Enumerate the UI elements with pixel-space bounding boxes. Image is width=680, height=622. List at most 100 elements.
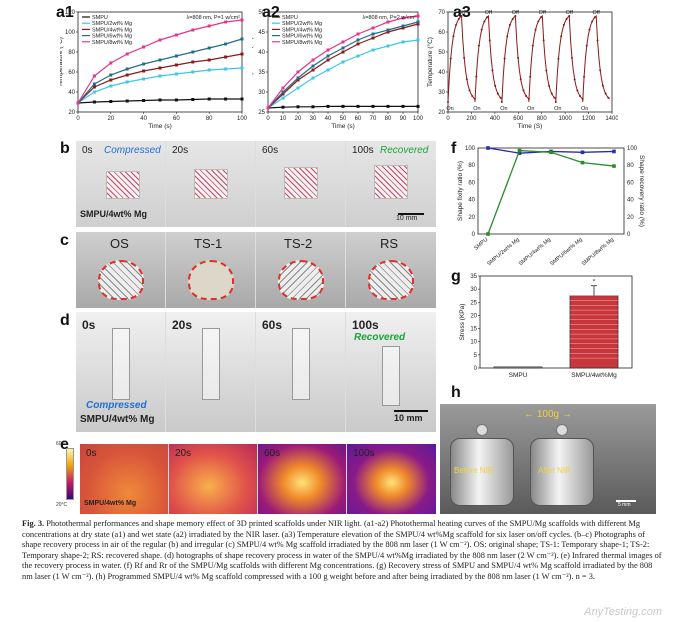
data-point xyxy=(92,100,96,104)
on-label: On xyxy=(473,106,480,112)
data-point xyxy=(341,50,345,54)
photo-h-scale-label: 5 mm xyxy=(618,502,631,508)
data-point xyxy=(488,39,491,42)
x-tick-label: 100 xyxy=(237,116,248,122)
photo-panel-b: 0s Compressed SMPU/4wt% Mg 20s 60s 100s … xyxy=(76,141,436,227)
legend-entry: SMPU/2wt% Mg xyxy=(282,21,322,27)
data-point xyxy=(296,78,300,82)
photo-d-compressed-label: Compressed xyxy=(86,400,147,411)
x-tick-label: 50 xyxy=(340,116,347,122)
y-axis-label-right: Shape recovery ratio (%) xyxy=(638,155,645,227)
data-point xyxy=(386,44,390,48)
data-point xyxy=(508,23,511,26)
data-point xyxy=(158,58,162,62)
x-tick-label: 1400 xyxy=(605,116,618,122)
x-axis-label: Time (s) xyxy=(331,123,355,130)
data-point xyxy=(579,95,582,98)
chart-g: 0 5 10 15 20 25 30 35 Stress (KPa) SMPU * SMPU/4wt%… xyxy=(459,274,633,379)
photo-d-tile-4: 100s Recovered 10 mm xyxy=(346,312,436,432)
data-point xyxy=(401,26,405,30)
data-point xyxy=(483,20,486,23)
data-point xyxy=(471,95,474,98)
x-tick-label: 20 xyxy=(295,116,302,122)
legend-entry: SMPU/8wt% Mg xyxy=(92,40,132,46)
photo-e-tile-1: 0s SMPU/4wt% Mg xyxy=(80,444,169,514)
photo-c-label-2: TS-1 xyxy=(194,236,223,251)
chart-annotation: λ=808 nm, P=2 w/cm² xyxy=(363,15,417,21)
photo-b-tile-4: 100s Recovered 10 mm xyxy=(346,141,436,227)
data-point xyxy=(109,84,113,88)
legend-entry: SMPU/6wt% Mg xyxy=(92,34,132,40)
off-label: Off xyxy=(485,10,493,16)
data-point xyxy=(591,20,594,23)
photo-e-time-1: 0s xyxy=(86,448,97,459)
data-point xyxy=(486,232,490,236)
photo-e-sample-label: SMPU/4wt% Mg xyxy=(84,500,137,507)
x-category-label: SMPU/6wt% Mg xyxy=(549,237,584,266)
x-tick-label: 60 xyxy=(355,116,362,122)
significance-mark: * xyxy=(593,279,596,286)
data-point xyxy=(125,52,129,56)
y-tick-label: 10 xyxy=(470,340,477,346)
x-tick-label: 800 xyxy=(537,116,548,122)
data-point xyxy=(475,75,478,78)
data-point xyxy=(576,89,579,92)
data-point xyxy=(517,148,522,153)
weight-before-icon xyxy=(450,438,514,506)
y-tick-label: 45 xyxy=(258,30,265,36)
y-tick-label: 40 xyxy=(468,198,475,204)
off-label: Off xyxy=(539,10,547,16)
data-point xyxy=(416,22,420,26)
plot-frame xyxy=(447,11,613,113)
y-tick-label: 20 xyxy=(468,215,475,221)
data-point xyxy=(326,58,330,62)
photo-b-tile-1: 0s Compressed SMPU/4wt% Mg xyxy=(76,141,166,227)
data-point xyxy=(109,73,113,77)
data-point xyxy=(125,67,129,71)
data-point xyxy=(491,69,494,72)
y-tick-label: 80 xyxy=(468,163,475,169)
on-label: On xyxy=(527,106,534,112)
thermal-scalebar xyxy=(66,448,74,500)
data-point xyxy=(416,14,420,18)
photo-c-label-4: RS xyxy=(380,236,399,251)
x-tick-label: 20 xyxy=(107,116,114,122)
data-point xyxy=(191,70,195,74)
data-point xyxy=(553,96,556,99)
x-category-label: SMPU xyxy=(473,237,489,252)
y-tick-label: 60 xyxy=(438,30,445,36)
photo-c-tile-4: RS xyxy=(346,232,436,308)
data-point xyxy=(593,16,596,19)
photo-d-time-4: 100s xyxy=(352,318,379,332)
y-tick-label: 120 xyxy=(65,10,76,16)
panel-label-d: d xyxy=(60,312,70,329)
data-point xyxy=(386,30,390,34)
x-tick-label: 30 xyxy=(310,116,317,122)
photo-b-time-1: 0s xyxy=(82,145,93,156)
data-point xyxy=(568,15,571,17)
data-point xyxy=(580,160,585,165)
caption-text: Photothermal performances and shape memo… xyxy=(22,519,662,581)
off-label: Off xyxy=(512,10,520,16)
scaffold-cube-icon xyxy=(374,165,408,199)
photo-b-time-2: 20s xyxy=(172,145,189,156)
y-tick-label: 20 xyxy=(470,313,477,319)
photo-panel-e: 0s SMPU/4wt% Mg 20s 60s 100s xyxy=(80,444,436,514)
panel-label-b: b xyxy=(60,140,70,157)
data-point xyxy=(326,104,330,108)
photo-e-time-3: 60s xyxy=(264,448,281,459)
photo-b-scale-label: 10 mm xyxy=(396,215,418,222)
scale-bar xyxy=(398,213,424,215)
caption-lead: Fig. 3. xyxy=(22,519,45,528)
photo-b-sample-label: SMPU/4wt% Mg xyxy=(80,209,148,219)
photo-b-recovered-label: Recovered xyxy=(380,145,429,156)
y-tick-label: 50 xyxy=(438,50,445,56)
on-label: On xyxy=(500,106,507,112)
photo-b-time-3: 60s xyxy=(262,145,279,156)
scaffold-cube-icon xyxy=(194,169,228,199)
data-point xyxy=(486,146,490,150)
scaffold-cube-icon xyxy=(106,171,140,199)
data-point xyxy=(531,44,534,47)
